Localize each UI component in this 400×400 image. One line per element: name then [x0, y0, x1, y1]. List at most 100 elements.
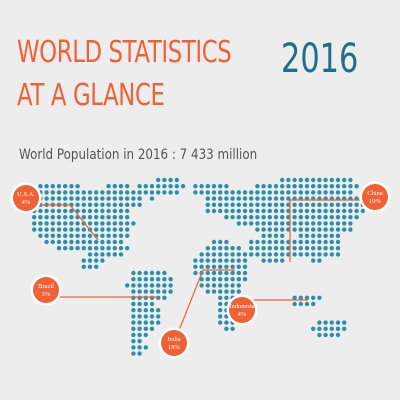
map-dot — [156, 283, 161, 288]
map-dot — [131, 190, 136, 195]
map-dot — [137, 184, 142, 189]
map-dot — [304, 190, 310, 195]
map-dot — [87, 233, 93, 238]
map-dot — [230, 190, 235, 195]
map-dot — [69, 184, 74, 189]
map-dot — [75, 227, 80, 232]
map-dot — [87, 239, 93, 245]
map-dot — [137, 339, 142, 344]
map-dot — [273, 215, 279, 220]
map-dot — [137, 301, 142, 307]
map-dot — [317, 332, 322, 338]
map-dot — [106, 202, 111, 207]
map-dot — [125, 227, 130, 232]
map-dot — [249, 239, 254, 245]
map-dot — [224, 320, 229, 325]
map-dot — [131, 345, 136, 350]
map-dot — [87, 246, 93, 251]
map-dot — [255, 215, 260, 220]
map-dot — [317, 221, 322, 226]
map-dot — [32, 221, 37, 226]
map-dot — [249, 196, 254, 201]
map-dot — [69, 233, 74, 238]
map-dot — [236, 215, 241, 220]
map-dot — [118, 246, 124, 251]
map-dot — [168, 190, 173, 195]
map-dot — [143, 283, 148, 288]
map-dot — [236, 190, 241, 195]
map-dot — [317, 208, 322, 214]
map-dot — [261, 233, 266, 238]
map-dot — [236, 208, 241, 214]
map-dot — [280, 184, 285, 189]
map-dot — [292, 295, 297, 300]
map-dot — [317, 227, 322, 232]
map-dot — [261, 227, 266, 232]
map-dot — [342, 215, 347, 220]
map-dot — [56, 227, 62, 232]
map-dot — [81, 258, 87, 263]
map-dot — [249, 215, 254, 220]
map-dot — [261, 246, 266, 251]
map-dot — [137, 314, 142, 319]
map-dot — [323, 227, 328, 232]
map-dot — [149, 289, 155, 294]
map-dot — [267, 246, 272, 251]
map-dot — [69, 221, 74, 226]
map-dot — [62, 233, 68, 238]
map-dot — [218, 295, 223, 300]
map-dot — [131, 202, 136, 207]
map-dot — [348, 221, 353, 226]
map-dot — [298, 208, 303, 214]
map-dot — [106, 221, 111, 226]
map-dot — [205, 289, 210, 294]
map-dot — [323, 239, 328, 245]
map-dot — [255, 221, 260, 226]
map-dot — [44, 221, 49, 226]
map-dot — [280, 196, 285, 201]
map-dot — [94, 252, 99, 257]
map-dot — [87, 264, 93, 269]
map-dot — [267, 227, 272, 232]
map-dot — [56, 221, 62, 226]
map-dot — [100, 252, 105, 257]
map-dot — [137, 277, 142, 282]
map-dot — [50, 221, 55, 226]
map-dot — [81, 215, 87, 220]
map-dot — [131, 289, 136, 294]
map-dot — [205, 208, 210, 214]
map-dot — [304, 227, 310, 232]
map-dot — [62, 215, 68, 220]
map-dot — [149, 184, 155, 189]
map-dot — [112, 233, 118, 238]
map-dot — [87, 202, 93, 207]
map-dot — [50, 239, 55, 245]
map-dot — [230, 208, 235, 214]
map-dot — [273, 221, 279, 226]
map-dot — [112, 184, 118, 189]
map-dot — [156, 289, 161, 294]
map-dot — [69, 215, 74, 220]
map-dot — [273, 190, 279, 195]
map-dot — [298, 227, 303, 232]
map-dot — [335, 326, 341, 331]
map-dot — [298, 239, 303, 245]
map-dot — [112, 252, 118, 257]
map-dot — [112, 227, 118, 232]
map-dot — [199, 277, 204, 282]
map-dot — [348, 190, 353, 195]
map-dot — [311, 233, 316, 238]
map-dot — [168, 289, 173, 294]
map-dot — [218, 308, 223, 313]
map-dot — [236, 202, 241, 207]
map-dot — [242, 196, 248, 201]
map-dot — [280, 190, 285, 195]
map-dot — [218, 190, 223, 195]
map-dot — [236, 283, 241, 288]
map-dot — [211, 208, 217, 214]
map-dot — [218, 320, 223, 325]
map-dot — [255, 208, 260, 214]
map-dot — [292, 227, 297, 232]
map-dot — [329, 190, 334, 195]
map-dot — [323, 246, 328, 251]
